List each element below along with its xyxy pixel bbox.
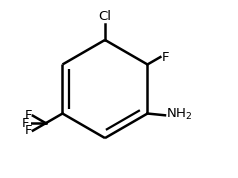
Text: F: F: [161, 51, 169, 64]
Text: Cl: Cl: [99, 10, 111, 23]
Text: F: F: [24, 124, 32, 137]
Text: F: F: [24, 109, 32, 122]
Text: NH$_2$: NH$_2$: [166, 107, 193, 122]
Text: F: F: [21, 117, 29, 130]
